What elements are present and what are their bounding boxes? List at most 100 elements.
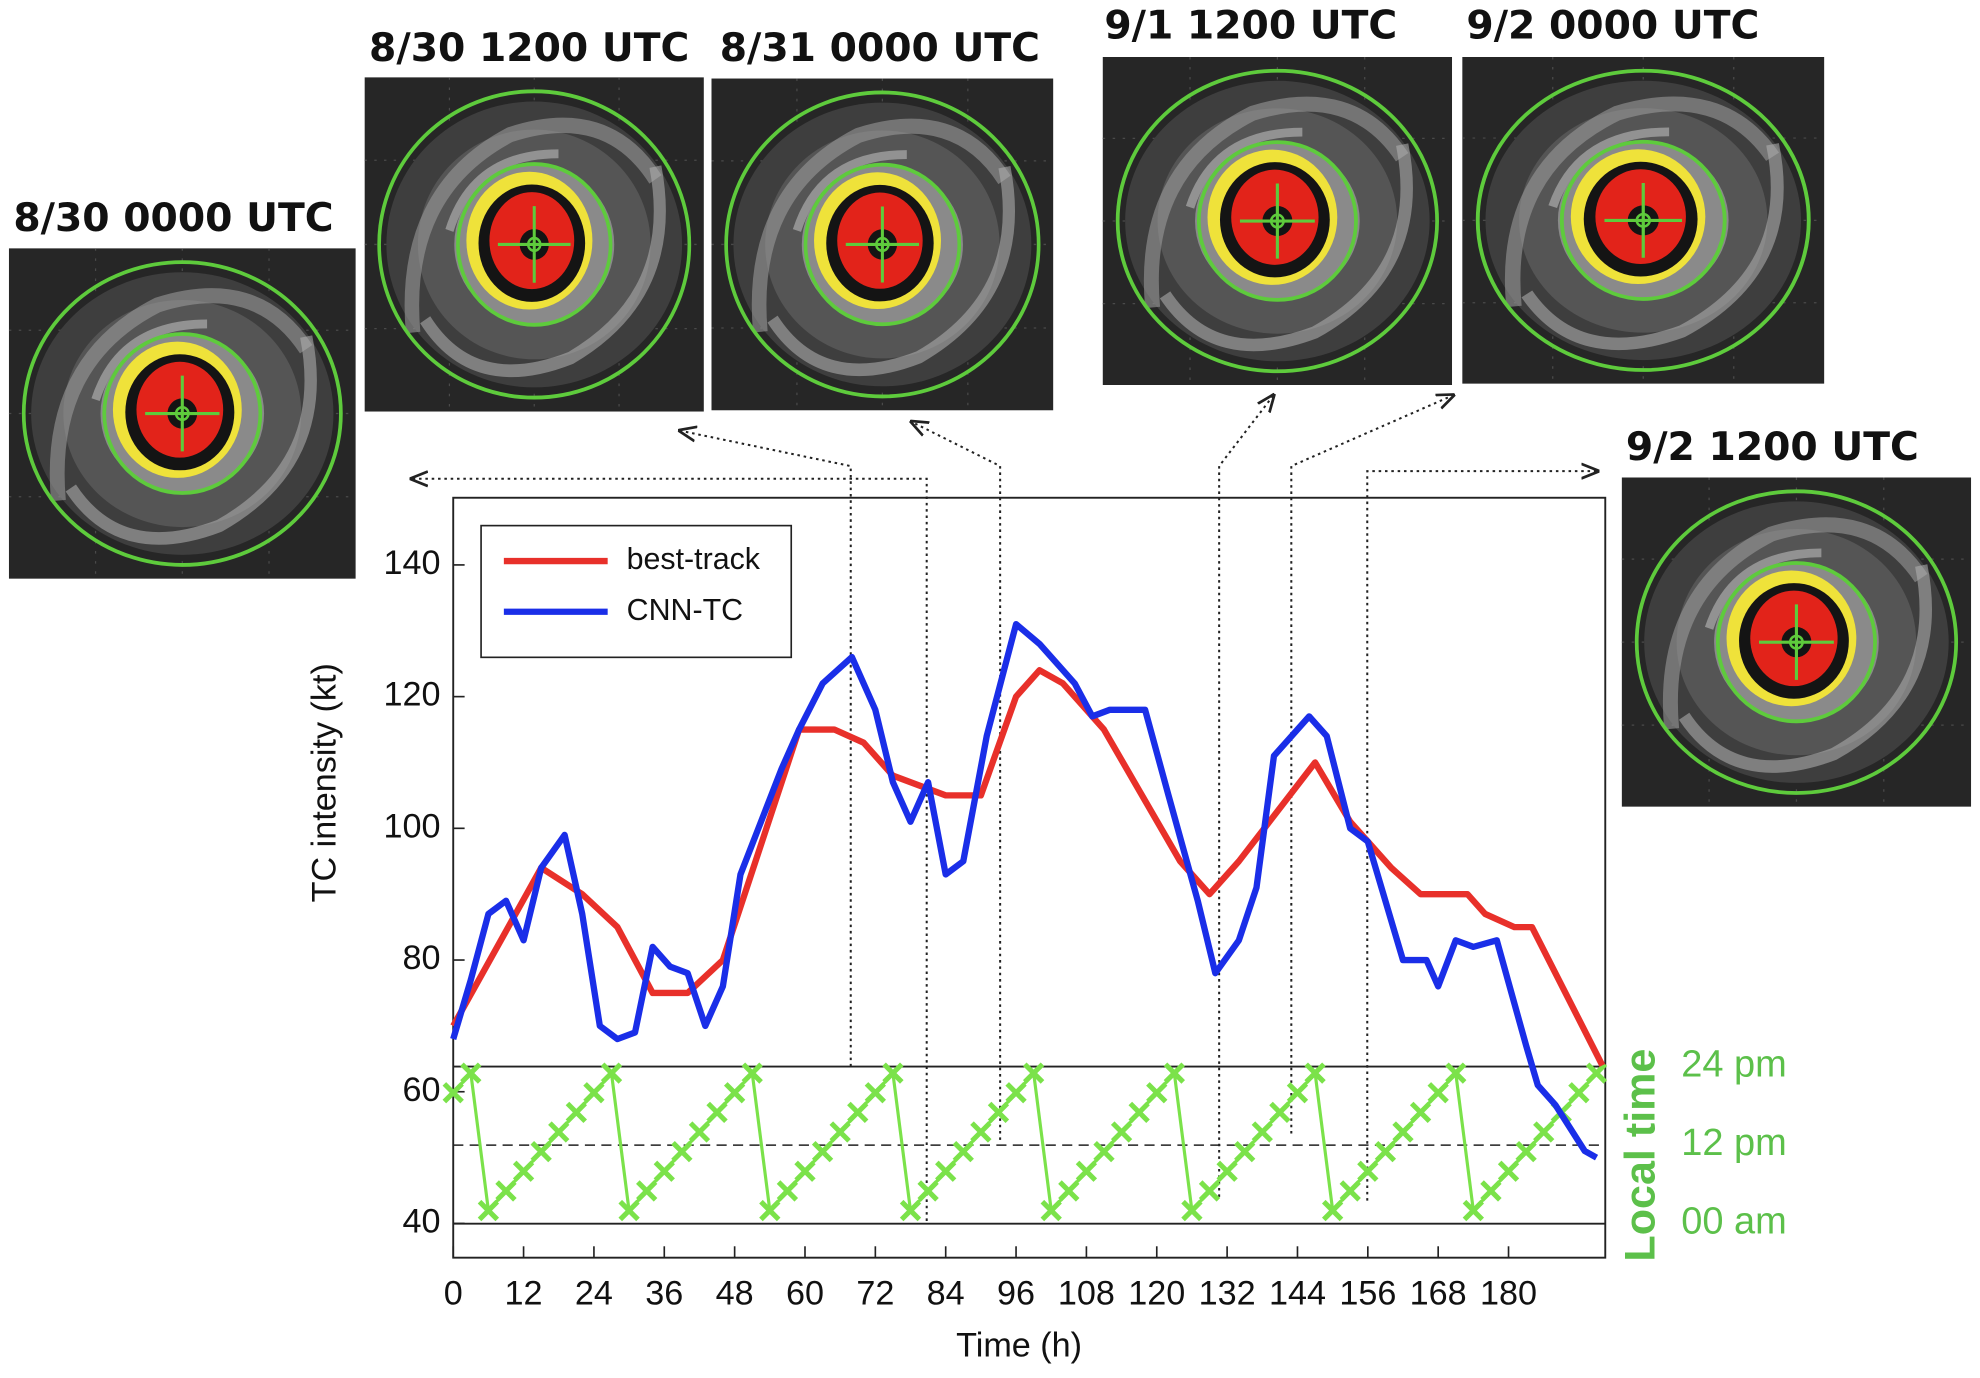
local-time-marker	[723, 1082, 746, 1104]
local-time-marker	[583, 1082, 605, 1104]
local-time-marker	[794, 1160, 816, 1182]
image-label: 8/30 1200 UTC	[369, 26, 689, 71]
local-time-marker	[1005, 1082, 1027, 1104]
local-time-marker	[1181, 1199, 1203, 1222]
y-tick-label: 140	[384, 544, 441, 582]
local-time-marker	[987, 1101, 1010, 1124]
series-line	[450, 620, 1599, 1161]
y2-tick-label: 24 pm	[1681, 1044, 1787, 1086]
y-tick-label: 40	[403, 1202, 441, 1240]
x-tick-label: 180	[1480, 1275, 1537, 1313]
local-time-marker	[970, 1121, 992, 1143]
local-time-marker	[847, 1101, 869, 1124]
local-time-marker	[1304, 1062, 1326, 1084]
x-tick-label: 156	[1339, 1275, 1396, 1313]
x-tick-label: 132	[1199, 1275, 1256, 1313]
local-time-marker	[530, 1140, 552, 1163]
local-time-marker	[1022, 1062, 1045, 1084]
local-time-marker	[442, 1082, 464, 1104]
local-time-marker	[1533, 1121, 1555, 1143]
local-time-marker	[600, 1062, 623, 1084]
local-time-marker	[864, 1082, 886, 1104]
y2-tick-label: 00 am	[1681, 1201, 1787, 1243]
legend-label: CNN-TC	[627, 593, 743, 627]
image-label: 9/1 1200 UTC	[1104, 3, 1397, 48]
local-time-marker	[1339, 1180, 1361, 1202]
plot-frame	[452, 496, 1607, 1259]
y-axis-label: TC intensity (kt)	[306, 663, 344, 902]
y-tick-label: 100	[384, 807, 441, 845]
local-time-marker	[706, 1101, 728, 1124]
local-time-marker	[1163, 1062, 1186, 1084]
satellite-image	[711, 79, 1053, 411]
local-time-marker	[1497, 1160, 1520, 1182]
local-time-marker	[776, 1180, 799, 1202]
local-time-marker	[565, 1101, 587, 1124]
local-time-marker	[952, 1140, 974, 1163]
local-time-marker	[1445, 1062, 1467, 1084]
local-time-marker	[935, 1160, 957, 1182]
local-time-marker	[1462, 1199, 1485, 1222]
local-time-marker	[1321, 1199, 1344, 1222]
connectors	[411, 395, 1597, 1221]
local-time-marker	[1568, 1082, 1590, 1104]
local-time-marker	[882, 1062, 904, 1084]
local-time-marker	[829, 1121, 851, 1143]
x-tick-label: 48	[716, 1275, 754, 1313]
x-tick-label: 0	[444, 1275, 463, 1313]
satellite-image	[1103, 57, 1452, 385]
local-time-marker	[1409, 1101, 1432, 1124]
local-time-marker	[1146, 1082, 1168, 1104]
image-label: 8/31 0000 UTC	[720, 26, 1040, 71]
image-label: 9/2 1200 UTC	[1626, 425, 1919, 470]
local-time-line	[452, 1071, 1598, 1213]
x-tick-label: 120	[1128, 1275, 1185, 1313]
local-time-marker	[653, 1160, 675, 1182]
local-time-marker	[618, 1199, 640, 1222]
x-tick-label: 96	[997, 1275, 1035, 1313]
legend-label: best-track	[627, 542, 761, 576]
local-time-marker	[1515, 1140, 1537, 1163]
local-time-marker	[477, 1199, 500, 1222]
x-tick-label: 144	[1269, 1275, 1326, 1313]
local-time-marker	[1128, 1101, 1150, 1124]
series-line	[450, 667, 1606, 1067]
local-time-marker	[548, 1121, 570, 1143]
local-time-marker	[1286, 1082, 1309, 1104]
local-time-marker	[1216, 1160, 1238, 1182]
local-time-marker	[741, 1062, 763, 1084]
y2-axis-label: Local time	[1617, 1049, 1665, 1262]
local-time-marker	[460, 1062, 482, 1084]
local-time-marker	[1075, 1160, 1098, 1182]
x-tick-label: 36	[645, 1275, 683, 1313]
local-time-marker	[899, 1199, 922, 1222]
x-tick-label: 24	[575, 1275, 613, 1313]
y-tick-label: 120	[384, 676, 441, 714]
local-time-marker	[1269, 1101, 1291, 1124]
local-time-marker	[1392, 1121, 1414, 1143]
image-label: 8/30 0000 UTC	[13, 196, 333, 241]
local-time-marker	[636, 1180, 658, 1202]
x-tick-label: 84	[927, 1275, 965, 1313]
local-time-marker	[1374, 1140, 1397, 1163]
local-time-marker	[1251, 1121, 1273, 1143]
satellite-image	[1462, 57, 1824, 384]
local-time-marker	[1058, 1180, 1080, 1202]
local-time-marker	[1585, 1062, 1608, 1084]
satellite-image	[9, 248, 356, 579]
local-time-marker	[1093, 1140, 1115, 1163]
x-axis-label: Time (h)	[956, 1327, 1082, 1365]
y2-tick-label: 12 pm	[1681, 1122, 1787, 1164]
image-label: 9/2 0000 UTC	[1466, 3, 1759, 48]
local-time-marker	[495, 1180, 517, 1202]
local-time-marker	[1198, 1180, 1221, 1202]
y-tick-label: 80	[403, 939, 441, 977]
local-time-marker	[512, 1160, 535, 1182]
x-tick-label: 168	[1410, 1275, 1467, 1313]
local-time-marker	[1357, 1160, 1379, 1182]
y-tick-label: 60	[403, 1071, 441, 1109]
local-time-marker	[1234, 1140, 1256, 1163]
local-time-marker	[1427, 1082, 1449, 1104]
x-tick-label: 60	[786, 1275, 824, 1313]
